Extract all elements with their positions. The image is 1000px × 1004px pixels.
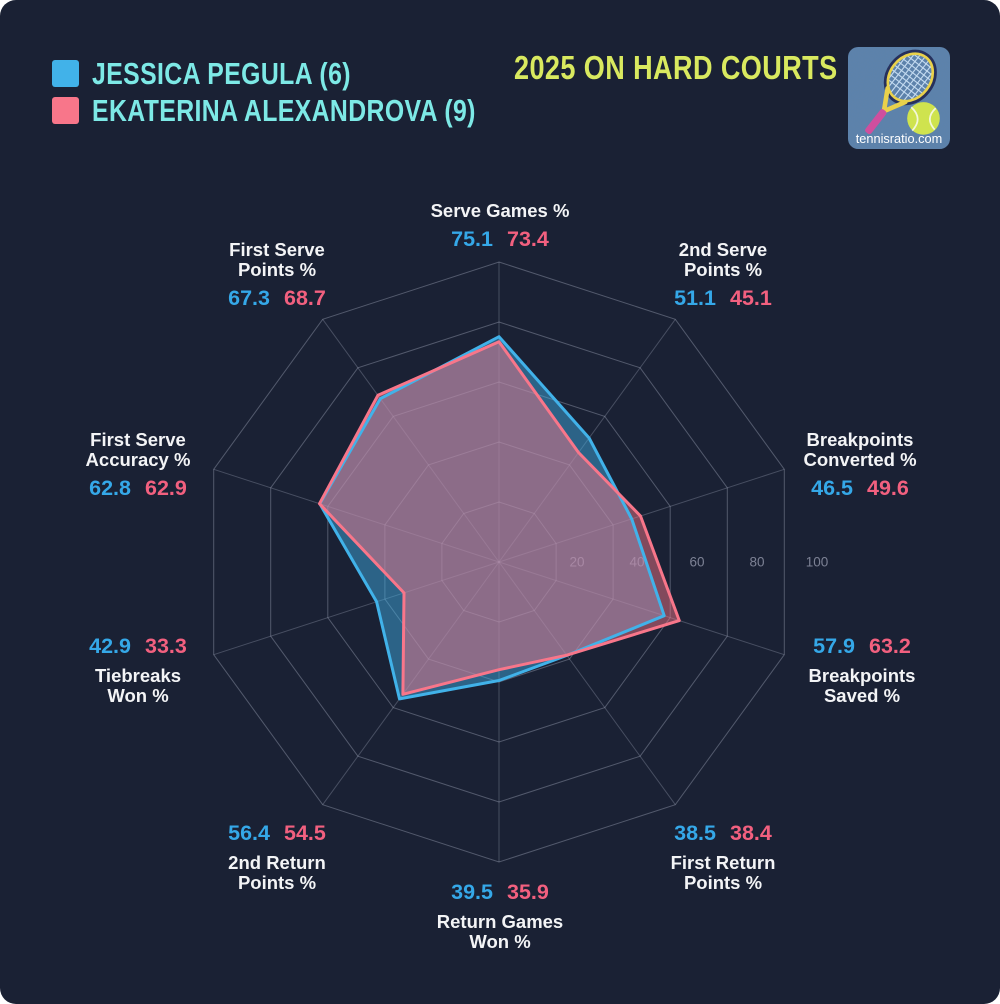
radial-tick-label: 60	[689, 555, 704, 570]
legend-item-pegula: JESSICA PEGULA (6)	[52, 55, 572, 92]
grid-spoke	[498, 561, 785, 656]
tennisratio-logo: tennisratio.com	[848, 47, 950, 149]
grid-ring-60	[327, 381, 671, 743]
grid-spoke	[322, 319, 500, 563]
radial-tick-label: 20	[569, 555, 584, 570]
tennis-ball-icon	[907, 102, 940, 135]
logo-site-text: tennisratio.com	[856, 131, 942, 146]
tennis-racket-icon	[865, 47, 940, 135]
radial-tick-label: 80	[749, 555, 764, 570]
grid-spoke	[498, 561, 676, 805]
legend: JESSICA PEGULA (6) EKATERINA ALEXANDROVA…	[52, 55, 572, 129]
chart-title: 2025 ON HARD COURTS	[514, 49, 838, 86]
grid-ring-80	[270, 321, 728, 803]
pegula-color-swatch	[52, 60, 79, 87]
alexandrova-legend-label: EKATERINA ALEXANDROVA (9)	[92, 92, 476, 128]
grid-spoke	[322, 561, 500, 805]
grid-spoke	[213, 561, 500, 656]
series-outline-1	[318, 340, 681, 696]
pegula-legend-label: JESSICA PEGULA (6)	[92, 55, 351, 91]
radial-tick-label: 100	[806, 555, 829, 570]
alexandrova-color-swatch	[52, 97, 79, 124]
grid-spoke	[498, 319, 676, 563]
grid-ring-20	[441, 501, 557, 623]
grid-spoke	[213, 468, 500, 563]
series-fill-1	[319, 341, 680, 695]
legend-item-alexandrova: EKATERINA ALEXANDROVA (9)	[52, 92, 572, 129]
radial-tick-label: 40	[629, 555, 644, 570]
grid-ring-100	[213, 261, 785, 863]
